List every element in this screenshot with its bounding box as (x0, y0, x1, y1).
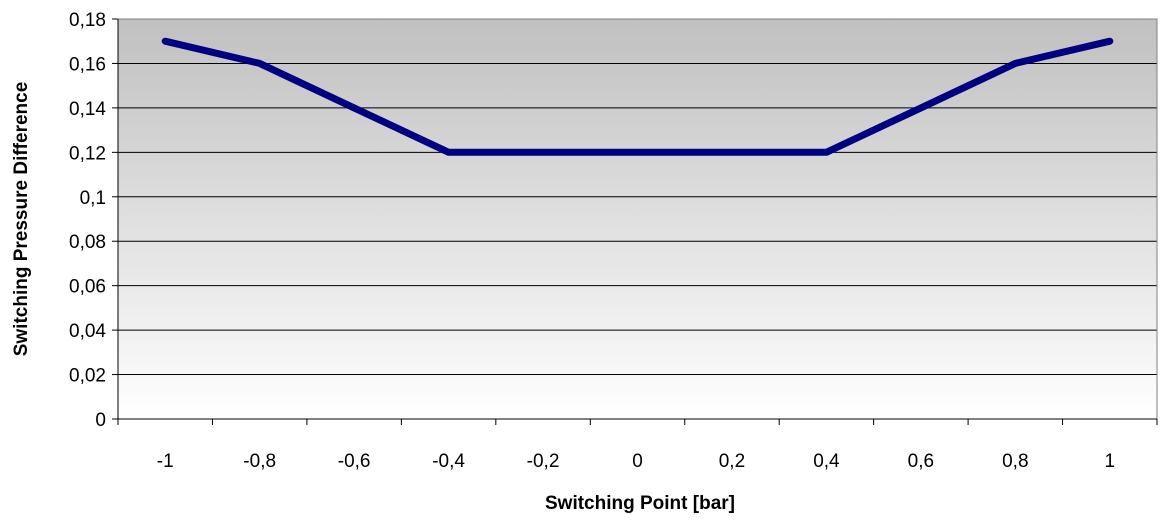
data-point (258, 61, 262, 65)
x-tick-label: 0 (632, 451, 643, 472)
x-tick-label: 0,8 (1002, 451, 1028, 472)
y-tick-label: 0,1 (80, 188, 106, 209)
data-point (1108, 39, 1112, 43)
y-tick-label: 0,04 (69, 321, 106, 342)
x-tick-label: 0,2 (719, 451, 745, 472)
x-tick-label: 0,4 (813, 451, 840, 472)
data-point (824, 150, 828, 154)
data-point (1013, 61, 1017, 65)
y-tick-label: 0,08 (69, 232, 106, 253)
y-tick-label: 0,16 (69, 54, 106, 75)
data-point (730, 150, 734, 154)
data-point (636, 150, 639, 154)
y-tick-label: 0,18 (69, 10, 106, 31)
axes (117, 18, 1158, 425)
x-tick-label: -0,2 (527, 451, 560, 472)
x-tick-label: -0,4 (432, 451, 465, 472)
y-tick-labels: 0 0,02 0,04 0,06 0,08 0,1 0,12 0,14 0,16 0,18 (69, 10, 106, 431)
data-point (541, 150, 545, 154)
data-point (447, 150, 451, 154)
data-point (163, 39, 167, 43)
x-tick-label: -0,8 (243, 451, 276, 472)
x-tick-label: 0,6 (908, 451, 934, 472)
x-tick-label: 1 (1104, 451, 1115, 472)
y-tick-label: 0,06 (69, 277, 106, 298)
x-tick-labels: -1 -0,8 -0,6 -0,4 -0,2 0 0,2 0,4 0,6 0,8 1 (157, 451, 1115, 472)
x-tick-label: -0,6 (338, 451, 371, 472)
y-tick-label: 0 (95, 410, 106, 431)
x-tick-label: -1 (157, 451, 174, 472)
data-point (352, 106, 356, 110)
data-point (919, 106, 923, 110)
y-tick-label: 0,14 (69, 99, 106, 120)
y-tick-label: 0,02 (69, 366, 106, 387)
plot-area (118, 19, 1157, 419)
y-tick-label: 0,12 (69, 143, 106, 164)
x-axis-title: Switching Point [bar] (545, 493, 735, 514)
series-group (161, 37, 1114, 156)
y-axis-title: Switching Pressure Difference (11, 82, 32, 357)
